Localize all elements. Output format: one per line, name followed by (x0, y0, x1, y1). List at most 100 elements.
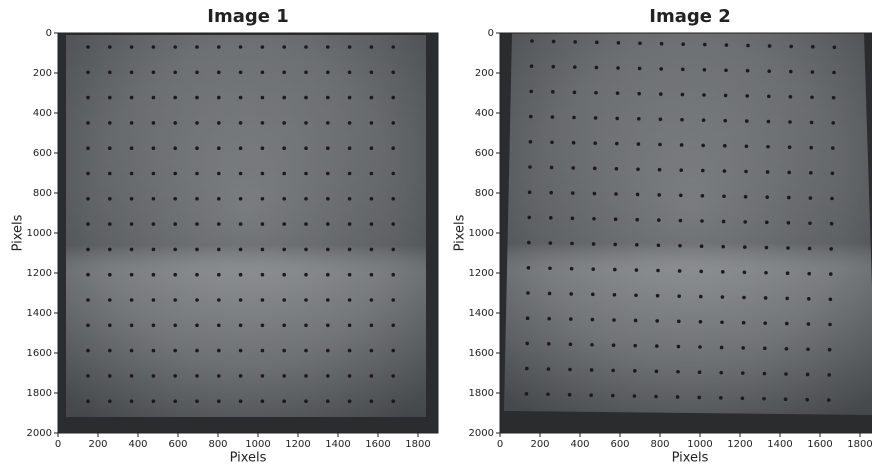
dot (701, 194, 705, 198)
dot (530, 39, 534, 43)
dot (86, 96, 90, 100)
x-tick-label: 1400 (325, 439, 350, 450)
dot (745, 145, 749, 149)
dot (655, 344, 659, 348)
dot (526, 291, 530, 295)
dot (195, 197, 199, 201)
dot (616, 91, 620, 95)
dot (239, 45, 243, 49)
dot (679, 194, 683, 198)
dot (239, 248, 243, 252)
dot (591, 318, 595, 322)
dot (589, 393, 593, 397)
dot (391, 248, 395, 252)
dot (721, 295, 725, 299)
dot (766, 145, 770, 149)
dot (722, 220, 726, 224)
dot (723, 169, 727, 173)
dot (370, 273, 374, 277)
dot (634, 293, 638, 297)
dot (590, 343, 594, 347)
dot (391, 172, 395, 176)
dot (720, 320, 724, 324)
dot (130, 146, 134, 150)
dot (745, 119, 749, 123)
dot (326, 96, 330, 100)
dot (370, 96, 374, 100)
dot (195, 349, 199, 353)
dot (680, 143, 684, 147)
dot (348, 146, 352, 150)
dot (573, 40, 577, 44)
dot (86, 197, 90, 201)
dot (152, 121, 156, 125)
dot (261, 71, 265, 75)
x-tick-label: 800 (650, 439, 669, 450)
dot (614, 217, 618, 221)
dot (391, 273, 395, 277)
dot (699, 320, 703, 324)
dot (657, 218, 661, 222)
dot (724, 68, 728, 72)
dot (130, 71, 134, 75)
dot (572, 116, 576, 120)
dot (370, 121, 374, 125)
x-axis-label: Pixels (230, 451, 267, 466)
dot (130, 96, 134, 100)
dot (638, 67, 642, 71)
dot (700, 244, 704, 248)
x-tick-label: 600 (610, 439, 629, 450)
dot (741, 371, 745, 375)
dot (282, 197, 286, 201)
dot (282, 298, 286, 302)
dot (742, 321, 746, 325)
dot (217, 172, 221, 176)
dot (86, 399, 90, 403)
dot (723, 119, 727, 123)
dot (615, 142, 619, 146)
dot (173, 222, 177, 226)
dot (130, 197, 134, 201)
dot (612, 343, 616, 347)
dot (787, 221, 791, 225)
dot (767, 95, 771, 99)
dot (391, 222, 395, 226)
dot (611, 369, 615, 373)
dot (108, 349, 112, 353)
dot (195, 121, 199, 125)
dot (370, 197, 374, 201)
dot (282, 324, 286, 328)
dot (569, 292, 573, 296)
dot (304, 121, 308, 125)
dot (787, 196, 791, 200)
dot (616, 66, 620, 70)
dot (326, 146, 330, 150)
x-tick-label: 600 (168, 439, 187, 450)
dot (86, 324, 90, 328)
dot (261, 222, 265, 226)
y-tick-label: 1600 (27, 348, 52, 359)
dot (785, 347, 789, 351)
dot (613, 268, 617, 272)
dot (530, 64, 534, 68)
dot (679, 219, 683, 223)
dot (130, 222, 134, 226)
y-tick-label: 2000 (469, 428, 494, 439)
dot (173, 121, 177, 125)
dot (391, 45, 395, 49)
x-tick-label: 400 (128, 439, 147, 450)
dot (827, 373, 831, 377)
dot (282, 146, 286, 150)
dot (633, 394, 637, 398)
dot (152, 298, 156, 302)
dot (304, 273, 308, 277)
dot (130, 349, 134, 353)
dot (304, 222, 308, 226)
dot (786, 271, 790, 275)
dot (326, 172, 330, 176)
figure: 0200400600800100012001400160018000200400… (0, 0, 872, 468)
dot (370, 324, 374, 328)
dot (697, 396, 701, 400)
x-tick-label: 1200 (727, 439, 752, 450)
dot (108, 298, 112, 302)
